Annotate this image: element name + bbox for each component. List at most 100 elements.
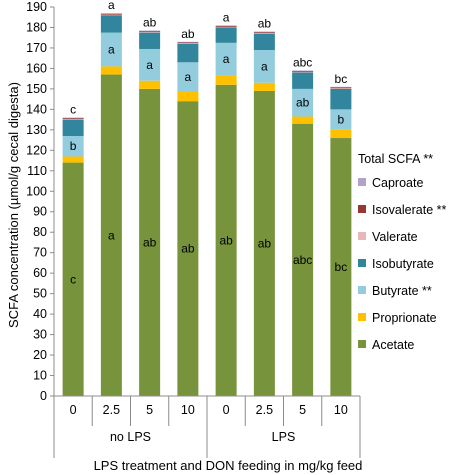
bar-proprionate-0 xyxy=(62,156,84,163)
legend-swatch-acetate xyxy=(358,340,366,348)
y-tick-label-60: 60 xyxy=(33,266,47,280)
y-tick-label-180: 180 xyxy=(26,20,47,34)
bar-butyrate-4 xyxy=(215,42,237,76)
x-tick-label-7: 10 xyxy=(334,403,348,417)
bar-isovalerate-6 xyxy=(292,71,314,72)
bar-isovalerate-1 xyxy=(100,13,122,15)
legend-total-label: Total SCFA ** xyxy=(358,152,433,166)
bar-proprionate-6 xyxy=(292,116,314,124)
x-tick-label-5: 2.5 xyxy=(256,403,273,417)
legend-label-acetate: Acetate xyxy=(372,338,414,352)
bar-valerate-5 xyxy=(253,33,275,34)
significance-label-butyrate-4: a xyxy=(223,52,230,66)
y-tick-label-20: 20 xyxy=(33,348,47,362)
y-tick-label-0: 0 xyxy=(40,389,47,403)
total-significance-label-7: bc xyxy=(335,72,348,86)
legend-name-butyrate: Butyrate xyxy=(372,284,422,298)
bar-valerate-6 xyxy=(292,71,314,73)
bar-isobutyrate-7 xyxy=(330,88,352,110)
bar-valerate-7 xyxy=(330,88,352,89)
total-significance-label-1: a xyxy=(108,0,115,12)
y-tick-label-10: 10 xyxy=(33,369,47,383)
x-tick-label-4: 0 xyxy=(223,403,230,417)
axes-layer: 0102030405060708090100110120130140150160… xyxy=(26,0,361,458)
total-significance-label-0: c xyxy=(70,103,76,117)
bar-isovalerate-4 xyxy=(215,26,237,27)
bar-valerate-0 xyxy=(62,118,84,120)
bar-acetate-3 xyxy=(177,101,199,396)
y-tick-label-150: 150 xyxy=(26,82,47,96)
bar-butyrate-2 xyxy=(139,48,161,81)
bars-layer xyxy=(62,13,352,397)
y-tick-label-40: 40 xyxy=(33,307,47,321)
total-significance-label-2: ab xyxy=(143,16,157,30)
legend-label-caproate: Caproate xyxy=(372,176,423,190)
y-tick-label-170: 170 xyxy=(26,41,47,55)
legend-name-isovalerate: Isovalerate xyxy=(372,203,437,217)
significance-label-acetate-2: ab xyxy=(143,235,157,249)
legend-total-name: Total SCFA xyxy=(358,152,423,166)
x-tick-label-3: 10 xyxy=(181,403,195,417)
legend-swatch-butyrate xyxy=(358,286,366,294)
y-tick-label-130: 130 xyxy=(26,123,47,137)
bar-isobutyrate-1 xyxy=(100,15,122,33)
bar-isovalerate-0 xyxy=(62,118,84,119)
bar-proprionate-1 xyxy=(100,66,122,75)
y-tick-label-190: 190 xyxy=(26,0,47,14)
bar-isovalerate-5 xyxy=(253,32,275,34)
bar-butyrate-6 xyxy=(292,88,314,117)
bar-butyrate-7 xyxy=(330,109,352,130)
legend-name-acetate: Acetate xyxy=(372,338,414,352)
bar-caproate-6 xyxy=(292,70,314,72)
legend-swatch-isovalerate xyxy=(358,205,366,213)
significance-label-acetate-4: ab xyxy=(219,233,233,247)
bar-caproate-1 xyxy=(100,13,122,14)
y-tick-label-70: 70 xyxy=(33,246,47,260)
legend-label-proprionate: Proprionate xyxy=(372,311,437,325)
bar-acetate-7 xyxy=(330,138,352,396)
bar-caproate-2 xyxy=(139,30,161,32)
group-label-0: no LPS xyxy=(110,430,151,444)
legend-name-valerate: Valerate xyxy=(372,230,418,244)
significance-label-butyrate-5: a xyxy=(261,59,268,73)
significance-label-acetate-6: abc xyxy=(293,253,312,267)
significance-label-butyrate-0: b xyxy=(70,139,77,153)
bar-isobutyrate-3 xyxy=(177,43,199,63)
significance-label-acetate-5: ab xyxy=(258,236,272,250)
legend-mark-isovalerate: ** xyxy=(437,203,447,217)
legend-label-isovalerate: Isovalerate ** xyxy=(372,203,446,217)
x-tick-label-1: 2.5 xyxy=(103,403,120,417)
bar-isobutyrate-0 xyxy=(62,119,84,136)
y-tick-label-80: 80 xyxy=(33,225,47,239)
legend-swatch-valerate xyxy=(358,232,366,240)
legend-swatch-proprionate xyxy=(358,313,366,321)
legend-name-proprionate: Proprionate xyxy=(372,311,437,325)
bar-valerate-4 xyxy=(215,26,237,28)
significance-label-acetate-0: c xyxy=(70,272,76,286)
significance-label-acetate-7: bc xyxy=(335,260,348,274)
y-tick-label-50: 50 xyxy=(33,287,47,301)
legend-swatch-caproate xyxy=(358,178,366,186)
bar-acetate-4 xyxy=(215,84,237,397)
y-tick-label-110: 110 xyxy=(27,164,47,178)
y-tick-label-30: 30 xyxy=(33,328,47,342)
bar-isovalerate-3 xyxy=(177,42,199,44)
bar-butyrate-5 xyxy=(253,49,275,83)
y-axis-title: SCFA concentration (µmol/g cecal digesta… xyxy=(6,82,21,328)
bar-isobutyrate-2 xyxy=(139,32,161,49)
bar-proprionate-2 xyxy=(139,80,161,89)
bar-acetate-5 xyxy=(253,90,275,396)
legend-label-isobutyrate: Isobutyrate xyxy=(372,257,434,271)
legend-label-valerate: Valerate xyxy=(372,230,418,244)
bar-acetate-0 xyxy=(62,162,84,396)
bar-butyrate-0 xyxy=(62,135,84,157)
significance-label-acetate-3: ab xyxy=(181,242,195,256)
significance-label-butyrate-7: b xyxy=(338,113,345,127)
bar-valerate-1 xyxy=(100,14,122,16)
bar-caproate-5 xyxy=(253,31,275,33)
bar-isovalerate-2 xyxy=(139,31,161,32)
total-significance-label-4: a xyxy=(223,10,230,24)
legend-name-isobutyrate: Isobutyrate xyxy=(372,257,434,271)
legend-label-butyrate: Butyrate ** xyxy=(372,284,432,298)
